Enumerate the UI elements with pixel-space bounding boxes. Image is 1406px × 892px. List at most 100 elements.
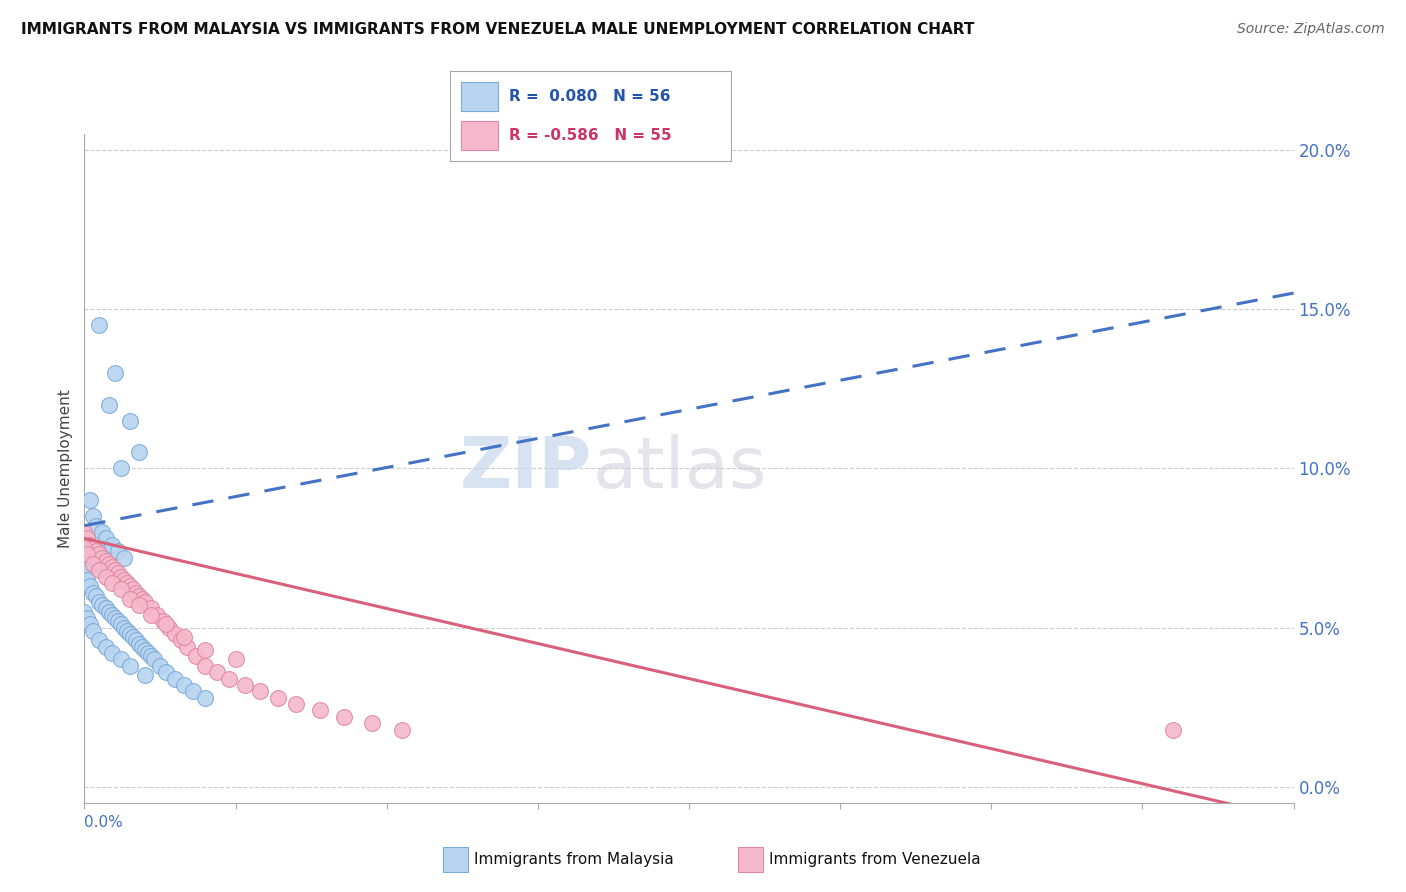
Point — [94, 554, 117, 568]
Point — [100, 560, 122, 574]
Point — [176, 640, 198, 654]
Point — [86, 544, 108, 558]
Point — [94, 569, 117, 583]
Point — [82, 585, 104, 599]
Point — [115, 576, 138, 591]
Point — [309, 703, 332, 717]
Point — [173, 630, 195, 644]
Point — [89, 318, 111, 332]
Text: 0.0%: 0.0% — [84, 815, 124, 830]
Point — [112, 573, 135, 587]
Point — [218, 672, 240, 686]
Point — [391, 723, 413, 737]
Point — [134, 668, 156, 682]
Point — [118, 658, 141, 673]
Point — [86, 589, 108, 603]
Point — [73, 557, 96, 571]
Point — [139, 649, 162, 664]
Point — [118, 413, 141, 427]
Point — [100, 576, 122, 591]
Point — [136, 646, 159, 660]
Point — [107, 544, 129, 558]
Point — [157, 621, 180, 635]
Point — [115, 624, 138, 638]
Point — [94, 532, 117, 546]
Point — [97, 557, 120, 571]
Point — [110, 582, 132, 597]
Point — [125, 633, 148, 648]
Point — [170, 633, 193, 648]
Point — [155, 665, 177, 680]
Point — [82, 509, 104, 524]
Point — [76, 573, 98, 587]
Point — [194, 643, 217, 657]
Point — [100, 538, 122, 552]
Text: Source: ZipAtlas.com: Source: ZipAtlas.com — [1237, 22, 1385, 37]
Y-axis label: Male Unemployment: Male Unemployment — [58, 389, 73, 548]
Point — [118, 591, 141, 606]
Point — [97, 605, 120, 619]
Point — [128, 445, 150, 459]
Point — [149, 658, 172, 673]
Point — [79, 579, 101, 593]
Point — [267, 690, 290, 705]
Point — [82, 541, 104, 555]
Point — [91, 599, 114, 613]
Text: ZIP: ZIP — [460, 434, 592, 503]
Point — [152, 614, 174, 628]
Point — [100, 607, 122, 622]
Point — [134, 643, 156, 657]
Point — [121, 630, 143, 644]
Point — [128, 589, 150, 603]
Point — [107, 614, 129, 628]
Point — [139, 601, 162, 615]
Point — [128, 599, 150, 613]
Point — [76, 547, 98, 561]
Point — [131, 640, 153, 654]
Point — [79, 538, 101, 552]
Text: IMMIGRANTS FROM MALAYSIA VS IMMIGRANTS FROM VENEZUELA MALE UNEMPLOYMENT CORRELAT: IMMIGRANTS FROM MALAYSIA VS IMMIGRANTS F… — [21, 22, 974, 37]
Point — [112, 550, 135, 565]
Point — [89, 547, 111, 561]
Point — [104, 611, 127, 625]
Point — [110, 461, 132, 475]
Point — [110, 569, 132, 583]
Point — [155, 617, 177, 632]
Point — [76, 611, 98, 625]
Point — [207, 665, 229, 680]
Point — [79, 617, 101, 632]
Point — [91, 550, 114, 565]
Point — [128, 636, 150, 650]
Point — [285, 697, 308, 711]
Text: R = -0.586   N = 55: R = -0.586 N = 55 — [509, 128, 672, 143]
Point — [121, 582, 143, 597]
Point — [89, 595, 111, 609]
Point — [73, 563, 96, 577]
Point — [91, 524, 114, 539]
Point — [333, 710, 356, 724]
Text: atlas: atlas — [592, 434, 766, 503]
Point — [89, 563, 111, 577]
Point — [118, 579, 141, 593]
Point — [94, 601, 117, 615]
Point — [73, 605, 96, 619]
Point — [186, 649, 208, 664]
Point — [110, 652, 132, 666]
Point — [165, 627, 187, 641]
Point — [194, 658, 217, 673]
Point — [100, 646, 122, 660]
Point — [134, 595, 156, 609]
Point — [181, 684, 204, 698]
Bar — [461, 121, 498, 150]
Point — [146, 607, 169, 622]
Bar — [461, 82, 498, 111]
Point — [73, 524, 96, 539]
Point — [1161, 723, 1184, 737]
Point — [82, 557, 104, 571]
Point — [107, 566, 129, 581]
Text: Immigrants from Malaysia: Immigrants from Malaysia — [474, 853, 673, 867]
Point — [131, 591, 153, 606]
Point — [94, 640, 117, 654]
Point — [76, 541, 98, 555]
Text: R =  0.080   N = 56: R = 0.080 N = 56 — [509, 89, 671, 103]
